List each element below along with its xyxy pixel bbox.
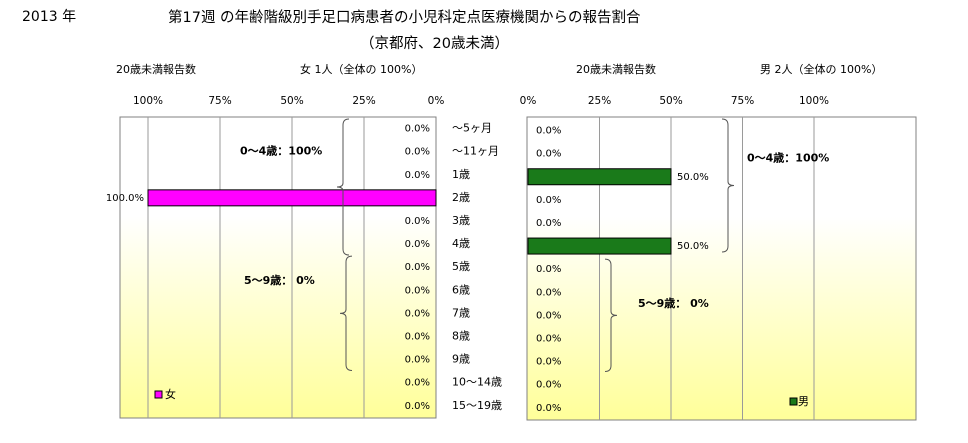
- male-bar-label: 0.0%: [536, 264, 561, 275]
- female-bar-label: 0.0%: [405, 216, 430, 227]
- male-bar-label: 0.0%: [536, 333, 561, 344]
- female-bar-label: 0.0%: [405, 285, 430, 296]
- male-brace: [721, 118, 735, 253]
- female-bar-label: 0.0%: [405, 239, 430, 250]
- male-bar-label: 0.0%: [536, 149, 561, 160]
- category-label: 5歳: [452, 260, 470, 273]
- male-plot-area: [526, 116, 917, 421]
- female-bar-label: 0.0%: [405, 262, 430, 273]
- female-bar-label: 0.0%: [405, 147, 430, 158]
- male-bar-label: 0.0%: [536, 218, 561, 229]
- male-bar-label: 0.0%: [536, 287, 561, 298]
- male-bar-label: 0.0%: [536, 357, 561, 368]
- category-label: 9歳: [452, 353, 470, 366]
- male-x-tick: 25%: [588, 95, 611, 107]
- male-x-tick: 75%: [731, 95, 754, 107]
- female-bar: [147, 189, 437, 207]
- female-panel-label: 20歳未満報告数: [116, 63, 196, 76]
- chart-subtitle: （京都府、20歳未満）: [360, 36, 509, 52]
- female-bar-label: 0.0%: [405, 401, 430, 412]
- male-total-label: 男 2人（全体の 100%）: [760, 63, 883, 76]
- category-label: 4歳: [452, 237, 470, 250]
- male-x-tick: 100%: [799, 95, 829, 107]
- female-bar-label: 100.0%: [106, 193, 144, 204]
- female-legend-label: 女: [165, 387, 176, 401]
- category-label: ～5ヶ月: [452, 122, 492, 135]
- female-x-tick: 25%: [352, 95, 375, 107]
- female-brace: [336, 118, 350, 256]
- category-label: 3歳: [452, 214, 470, 227]
- female-x-tick: 75%: [208, 95, 231, 107]
- female-plot-area: [119, 116, 437, 419]
- chart-year: 2013 年: [22, 9, 77, 25]
- female-bar-label: 0.0%: [405, 308, 430, 319]
- category-label: 6歳: [452, 283, 470, 296]
- male-bar-label: 50.0%: [677, 172, 709, 183]
- male-bar: [527, 168, 672, 186]
- male-legend-label: 男: [798, 395, 809, 408]
- male-bar-label: 0.0%: [536, 310, 561, 321]
- female-x-tick: 0%: [428, 95, 445, 107]
- female-bar-label: 0.0%: [405, 331, 430, 342]
- male-bar-label: 0.0%: [536, 403, 561, 414]
- female-total-label: 女 1人（全体の 100%）: [300, 63, 423, 76]
- category-label: 10～14歳: [452, 376, 502, 389]
- female-legend-swatch: [154, 390, 163, 399]
- male-bar: [527, 237, 672, 255]
- female-bar-label: 0.0%: [405, 170, 430, 181]
- chart-title: 第17週 の年齢階級別手足口病患者の小児科定点医療機関からの報告割合: [168, 10, 641, 26]
- female-bar-label: 0.0%: [405, 378, 430, 389]
- male-legend-swatch: [789, 397, 798, 406]
- category-label: 2歳: [452, 191, 470, 204]
- category-label: 1歳: [452, 168, 470, 181]
- female-x-tick: 100%: [133, 95, 163, 107]
- female-bar-label: 0.0%: [405, 124, 430, 135]
- female-group-label: 0～4歳：100%: [240, 144, 322, 158]
- male-panel-label: 20歳未満報告数: [576, 63, 656, 76]
- male-bar-label: 50.0%: [677, 241, 709, 252]
- male-group-label: 0～4歳：100%: [747, 151, 829, 165]
- male-bar-label: 0.0%: [536, 126, 561, 137]
- male-group-label: 5～9歳： 0%: [638, 296, 709, 310]
- male-brace: [604, 258, 618, 373]
- category-label: 15～19歳: [452, 399, 502, 412]
- category-label: ～11ヶ月: [452, 145, 499, 158]
- male-x-tick: 50%: [659, 95, 682, 107]
- female-brace: [339, 255, 353, 372]
- male-bar-label: 0.0%: [536, 380, 561, 391]
- category-label: 8歳: [452, 329, 470, 342]
- category-label: 7歳: [452, 306, 470, 319]
- female-group-label: 5～9歳： 0%: [244, 273, 315, 287]
- female-x-tick: 50%: [280, 95, 303, 107]
- male-x-tick: 0%: [520, 95, 537, 107]
- female-bar-label: 0.0%: [405, 355, 430, 366]
- male-bar-label: 0.0%: [536, 195, 561, 206]
